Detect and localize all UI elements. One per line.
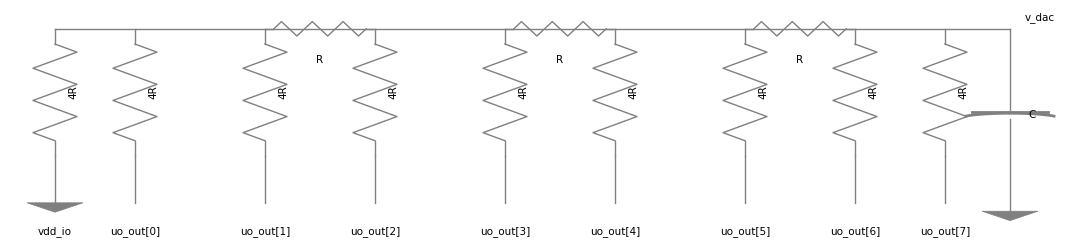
Text: 4R: 4R <box>628 85 638 99</box>
Text: 4R: 4R <box>958 85 968 99</box>
Text: 4R: 4R <box>518 85 529 99</box>
Text: uo_out[6]: uo_out[6] <box>830 226 880 236</box>
Text: 4R: 4R <box>758 85 768 99</box>
Polygon shape <box>982 211 1038 221</box>
Text: uo_out[0]: uo_out[0] <box>110 226 160 236</box>
Text: uo_out[4]: uo_out[4] <box>590 226 640 236</box>
Text: R: R <box>316 55 324 65</box>
Text: 4R: 4R <box>148 85 158 99</box>
Text: uo_out[2]: uo_out[2] <box>350 226 400 236</box>
Text: R: R <box>557 55 563 65</box>
Text: uo_out[3]: uo_out[3] <box>480 226 530 236</box>
Polygon shape <box>27 203 83 212</box>
Text: uo_out[1]: uo_out[1] <box>239 226 290 236</box>
Text: uo_out[5]: uo_out[5] <box>720 226 770 236</box>
Text: v_dac: v_dac <box>1025 12 1055 23</box>
Text: 4R: 4R <box>388 85 397 99</box>
Text: uo_out[7]: uo_out[7] <box>919 226 970 236</box>
Text: 4R: 4R <box>278 85 288 99</box>
Text: vdd_io: vdd_io <box>38 226 71 236</box>
Text: R: R <box>796 55 804 65</box>
Text: 4R: 4R <box>867 85 878 99</box>
Text: 4R: 4R <box>68 85 78 99</box>
Text: C: C <box>1028 110 1035 120</box>
